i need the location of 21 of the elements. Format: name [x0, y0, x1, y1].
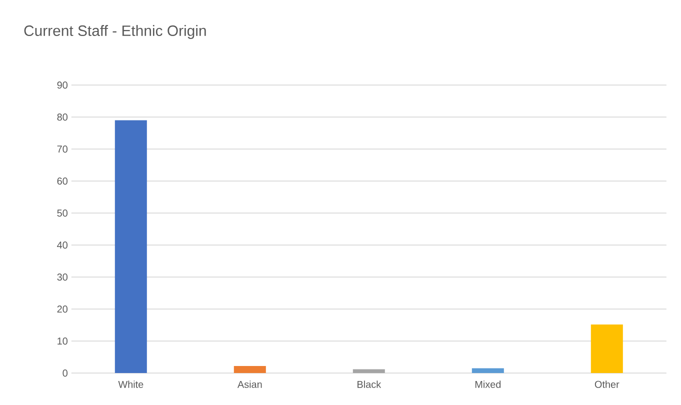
- x-tick-label: White: [118, 380, 144, 388]
- chart-title: Current Staff - Ethnic Origin: [24, 25, 206, 39]
- x-tick-label: Mixed: [475, 380, 501, 388]
- bar: [234, 366, 266, 374]
- y-tick-label: 80: [57, 114, 68, 121]
- y-tick-label: 90: [57, 82, 68, 89]
- bar: [114, 120, 147, 374]
- y-tick-label: 60: [57, 178, 68, 185]
- x-tick-label: Black: [358, 380, 382, 388]
- y-tick-label: 0: [62, 370, 68, 377]
- bar: [472, 368, 504, 374]
- y-tick-label: 40: [57, 242, 68, 249]
- bar: [352, 369, 385, 374]
- y-tick-label: 30: [57, 274, 68, 281]
- y-tick-label: 20: [57, 306, 68, 313]
- y-tick-label: 70: [57, 146, 68, 153]
- x-tick-label: Asian: [237, 380, 262, 388]
- bar: [590, 324, 623, 374]
- y-tick-label: 50: [57, 210, 68, 217]
- x-tick-label: Other: [594, 380, 620, 388]
- y-tick-label: 10: [58, 338, 68, 345]
